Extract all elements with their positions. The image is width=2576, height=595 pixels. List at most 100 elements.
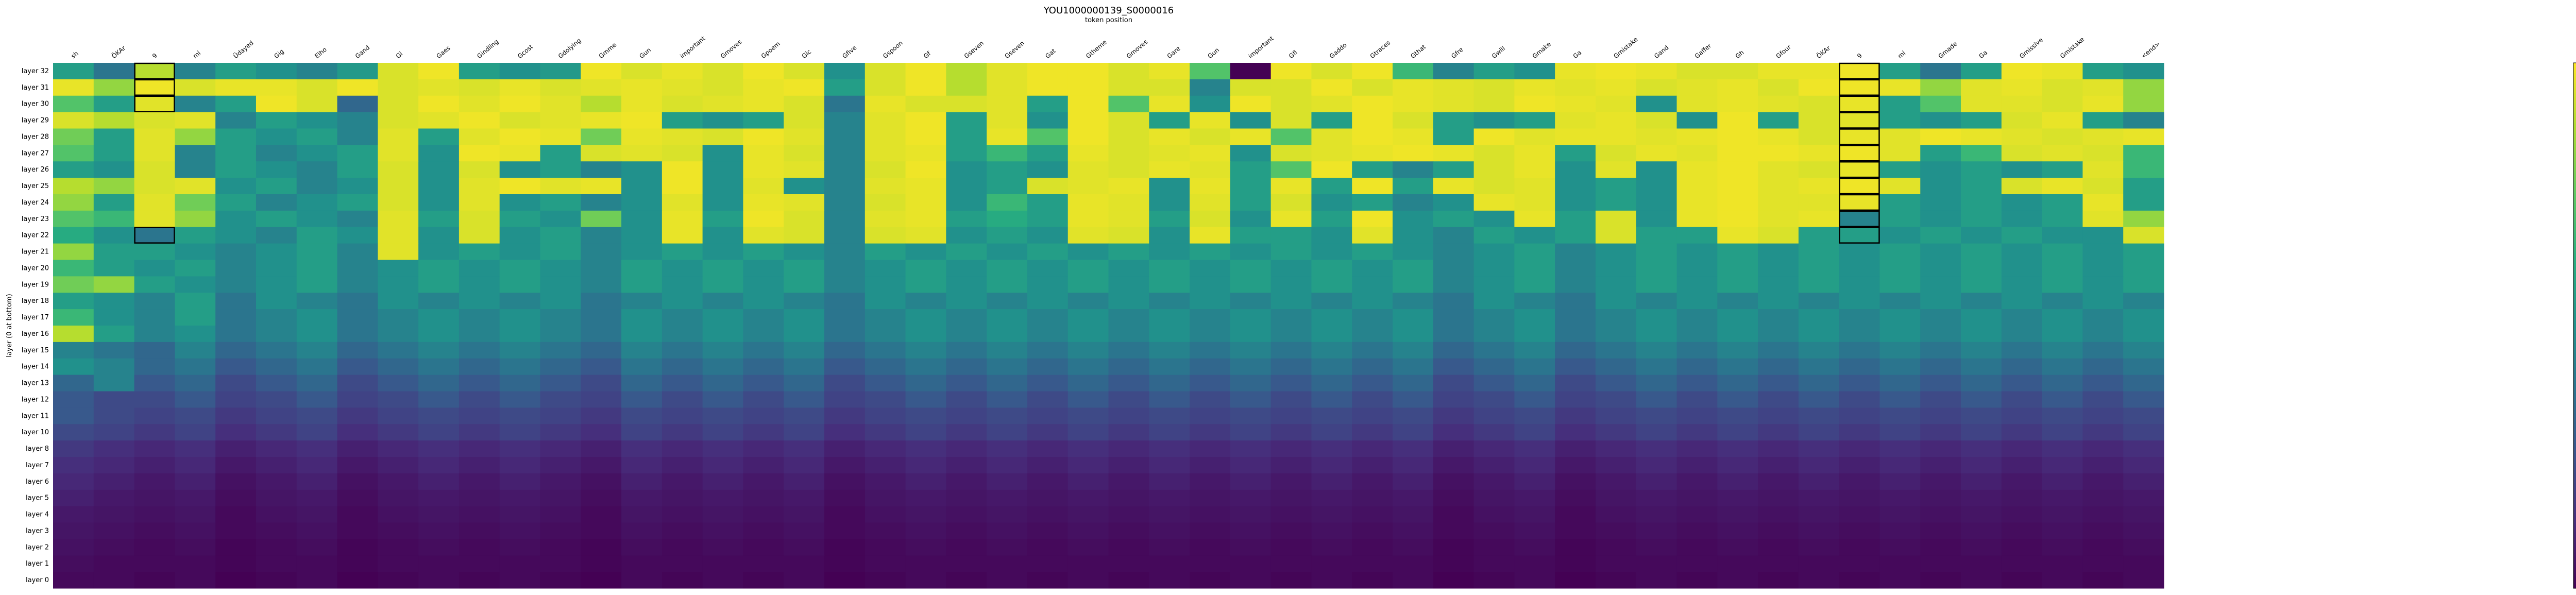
heatmap-cell	[53, 407, 94, 424]
heatmap-cell	[581, 358, 622, 376]
heatmap-cell	[296, 178, 338, 195]
heatmap-cell	[134, 572, 175, 589]
heatmap-cell	[1758, 227, 1799, 244]
x-tick-label: Gpoem	[760, 40, 782, 60]
heatmap-cell	[824, 457, 866, 474]
x-tick-label: 9	[1856, 52, 1863, 60]
heatmap-cell	[1311, 326, 1352, 343]
heatmap-cell	[1270, 112, 1312, 129]
heatmap-cell	[337, 522, 378, 539]
heatmap-cell	[1230, 260, 1272, 277]
heatmap-cell	[1230, 95, 1272, 113]
y-tick-label: layer 4	[26, 511, 49, 519]
heatmap-cell	[662, 227, 703, 244]
heatmap-cell	[2082, 194, 2124, 211]
heatmap-cell	[1027, 178, 1069, 195]
heatmap-cell	[1758, 375, 1799, 392]
heatmap-cell	[1961, 178, 2002, 195]
heatmap-cell	[2123, 539, 2164, 556]
heatmap-cell	[459, 95, 500, 113]
heatmap-cell	[2082, 79, 2124, 96]
heatmap-cell	[905, 473, 946, 490]
heatmap-cell	[418, 227, 460, 244]
heatmap-cell	[1514, 424, 1555, 441]
heatmap-cell	[2001, 145, 2043, 162]
heatmap-cell	[1595, 145, 1637, 162]
heatmap-cell	[2001, 227, 2043, 244]
heatmap-cell	[946, 572, 987, 589]
heatmap-cell	[621, 358, 663, 376]
heatmap-cell	[1555, 309, 1596, 326]
heatmap-cell	[662, 276, 703, 293]
x-tick-label: Gfre	[1450, 46, 1465, 60]
heatmap-cell	[1514, 440, 1555, 457]
heatmap-cell	[134, 227, 175, 244]
heatmap-cell	[865, 161, 906, 178]
heatmap-cell	[53, 128, 94, 145]
heatmap-cell	[1514, 112, 1555, 129]
heatmap-cell	[702, 276, 743, 293]
heatmap-cell	[296, 440, 338, 457]
heatmap-cell	[134, 194, 175, 211]
heatmap-cell	[1393, 407, 1434, 424]
heatmap-cell	[621, 407, 663, 424]
heatmap-cell	[987, 539, 1028, 556]
heatmap-cell	[987, 555, 1028, 572]
heatmap-cell	[540, 391, 581, 408]
heatmap-cell	[1473, 555, 1515, 572]
heatmap-cell	[987, 407, 1028, 424]
heatmap-cell	[1473, 342, 1515, 359]
heatmap-cell	[621, 375, 663, 392]
heatmap-cell	[93, 112, 135, 129]
heatmap-cell	[581, 79, 622, 96]
x-tick-label: Ga	[1571, 49, 1583, 60]
heatmap-cell	[93, 358, 135, 376]
heatmap-cell	[2001, 178, 2043, 195]
heatmap-cell	[1311, 572, 1352, 589]
heatmap-cell	[418, 539, 460, 556]
heatmap-cell	[378, 227, 419, 244]
heatmap-cell	[256, 243, 297, 260]
heatmap-cell	[418, 424, 460, 441]
heatmap-cell	[1717, 194, 1758, 211]
heatmap-cell	[1270, 326, 1312, 343]
heatmap-cell	[1393, 161, 1434, 178]
heatmap-cell	[337, 539, 378, 556]
heatmap-cell	[905, 243, 946, 260]
y-tick-label: layer 1	[26, 560, 49, 568]
heatmap-cell	[743, 178, 784, 195]
heatmap-cell	[702, 210, 743, 228]
heatmap-cell	[2123, 506, 2164, 523]
heatmap-cell	[418, 407, 460, 424]
heatmap-cell	[1839, 572, 1880, 589]
y-tick-label: layer 18	[22, 297, 49, 305]
heatmap-cell	[2001, 79, 2043, 96]
heatmap-cell	[2123, 473, 2164, 490]
x-tick-label: Gh	[1734, 49, 1745, 60]
heatmap-cell	[1473, 276, 1515, 293]
heatmap-cell	[378, 440, 419, 457]
heatmap-cell	[540, 440, 581, 457]
heatmap-cell	[134, 457, 175, 474]
heatmap-cell	[1190, 161, 1231, 178]
heatmap-cell	[175, 555, 216, 572]
heatmap-cell	[987, 572, 1028, 589]
heatmap-cell	[175, 375, 216, 392]
heatmap-cell	[865, 506, 906, 523]
heatmap-cell	[175, 326, 216, 343]
heatmap-cell	[2001, 424, 2043, 441]
heatmap-cell	[824, 473, 866, 490]
heatmap-cell	[1798, 145, 1840, 162]
heatmap-cell	[1473, 63, 1515, 80]
heatmap-cell	[1311, 128, 1352, 145]
heatmap-cell	[946, 79, 987, 96]
heatmap-cell	[2123, 227, 2164, 244]
heatmap-cell	[1879, 342, 1921, 359]
heatmap-cell	[1190, 260, 1231, 277]
heatmap-cell	[2123, 194, 2164, 211]
heatmap-cell	[1879, 440, 1921, 457]
heatmap-cell	[1352, 489, 1393, 507]
heatmap-cell	[824, 145, 866, 162]
heatmap-cell	[702, 375, 743, 392]
heatmap-cell	[2001, 522, 2043, 539]
